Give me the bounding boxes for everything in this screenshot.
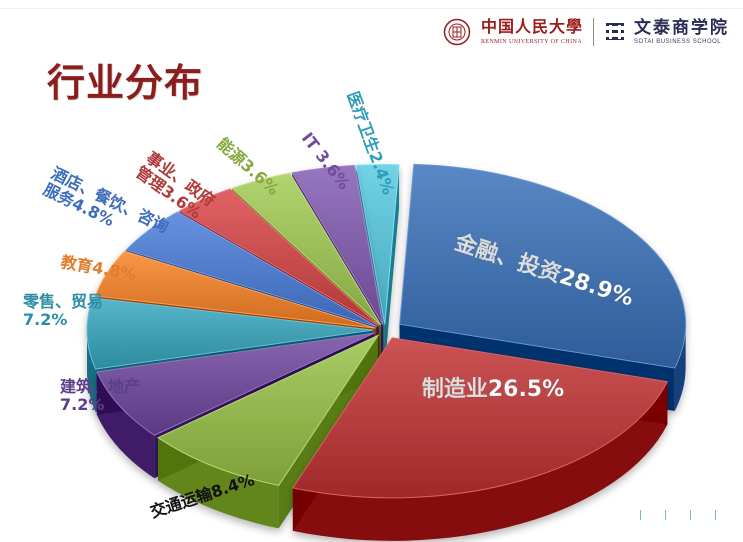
university-seal-icon <box>443 18 471 46</box>
pie-slice-top <box>96 332 375 436</box>
pie-slice-top <box>178 188 380 327</box>
pie-slice-side <box>292 381 668 541</box>
header-rule <box>0 8 743 9</box>
page-indicator <box>640 510 716 520</box>
page-indicator-mark <box>665 510 666 520</box>
slice-label-line: 7.2% <box>23 310 67 329</box>
page-indicator-mark <box>715 510 716 520</box>
pie-slice <box>292 337 669 541</box>
school-cn: 文泰商学院 <box>634 18 729 37</box>
school-en: SOTAI BUSINESS SCHOOL <box>634 39 722 45</box>
page-indicator-mark <box>690 510 691 520</box>
pie-slice-top <box>86 297 374 370</box>
slice-label-line: 7.2% <box>60 395 104 414</box>
pie-slice-top <box>94 250 376 329</box>
pie-slice-top <box>399 163 687 369</box>
pie-slice-top <box>157 334 380 486</box>
slice-label: 零售、贸易 7.2% <box>22 292 103 329</box>
logo-divider <box>593 18 594 46</box>
pie-slice-top <box>125 211 378 328</box>
university-cn: 中国人民大學 <box>480 18 583 36</box>
slice-label: 制造业26.5% <box>422 377 564 402</box>
pie-slice-wall <box>384 164 400 368</box>
university-logo: 中国人民大學 RENMIN UNIVERSITY OF CHINA <box>480 18 583 45</box>
header-logos: 中国人民大學 RENMIN UNIVERSITY OF CHINA 文泰商学院 … <box>443 18 729 46</box>
page-indicator-mark <box>640 510 641 520</box>
pie-slice-top <box>292 337 669 499</box>
school-mark-icon <box>606 23 624 40</box>
slice-label-line: 建筑、地产 <box>60 377 140 396</box>
pie-slice-top <box>291 164 384 325</box>
slice-label: 建筑、地产 7.2% <box>60 377 140 414</box>
page-title: 行业分布 <box>47 61 204 105</box>
pie-slice-top <box>355 164 400 325</box>
slice-label-line: 零售、贸易 <box>22 292 103 311</box>
pie-slice-side <box>674 324 686 411</box>
pie-slice-top <box>231 172 382 326</box>
school-text: 文泰商学院 SOTAI BUSINESS SCHOOL <box>634 19 729 45</box>
school-logo: 文泰商学院 SOTAI BUSINESS SCHOOL <box>604 19 729 45</box>
university-en: RENMIN UNIVERSITY OF CHINA <box>480 38 582 45</box>
slice-label-line: 制造业26.5% <box>422 377 564 402</box>
